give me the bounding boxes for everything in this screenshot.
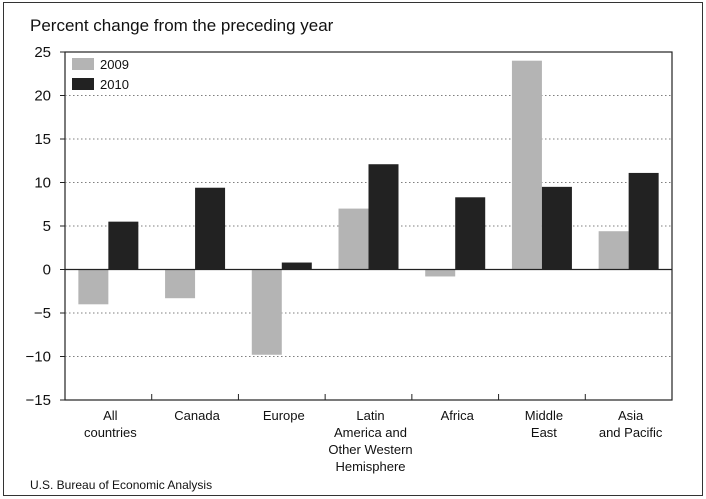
bar-2009 <box>165 269 196 299</box>
bar-2009 <box>598 231 629 270</box>
x-category-label: Other Western <box>328 442 412 457</box>
x-category-label: Middle <box>525 408 563 423</box>
bar-2009 <box>338 208 369 270</box>
y-tick-label: −5 <box>34 305 51 322</box>
legend-label-2009: 2009 <box>100 57 129 72</box>
x-category-label: Canada <box>174 408 220 423</box>
x-category-label: All <box>103 408 118 423</box>
y-tick-label: −10 <box>26 349 51 366</box>
bar-2010 <box>108 221 139 270</box>
bar-2010 <box>281 262 312 270</box>
y-tick-label: 20 <box>34 88 51 105</box>
y-tick-label: 5 <box>43 218 51 235</box>
y-tick-label: 10 <box>34 175 51 192</box>
x-category-label: East <box>531 425 557 440</box>
y-tick-label: 0 <box>43 262 51 279</box>
bar-2010 <box>541 186 572 270</box>
bar-2010 <box>195 187 226 270</box>
chart-frame <box>3 2 703 496</box>
bar-2010 <box>368 164 399 270</box>
y-tick-label: 15 <box>34 131 51 148</box>
x-category-label: America and <box>334 425 407 440</box>
x-category-label: countries <box>84 425 137 440</box>
bar-2009 <box>511 60 542 270</box>
bar-2009 <box>425 269 456 277</box>
legend-label-2010: 2010 <box>100 77 129 92</box>
legend-swatch-2010 <box>72 78 94 90</box>
x-category-label: Europe <box>263 408 305 423</box>
bar-2009 <box>78 269 109 305</box>
x-category-label: Africa <box>441 408 475 423</box>
source-note: U.S. Bureau of Economic Analysis <box>30 478 213 492</box>
y-tick-label: 25 <box>34 44 51 61</box>
bar-2010 <box>455 197 486 270</box>
y-tick-label: −15 <box>26 392 51 409</box>
x-category-label: Hemisphere <box>335 459 405 474</box>
x-category-label: Asia <box>618 408 644 423</box>
chart-title: Percent change from the preceding year <box>30 16 334 35</box>
x-category-label: Latin <box>356 408 384 423</box>
bar-2010 <box>628 172 659 270</box>
legend-swatch-2009 <box>72 58 94 70</box>
bar-2009 <box>251 269 282 355</box>
x-category-label: and Pacific <box>599 425 663 440</box>
